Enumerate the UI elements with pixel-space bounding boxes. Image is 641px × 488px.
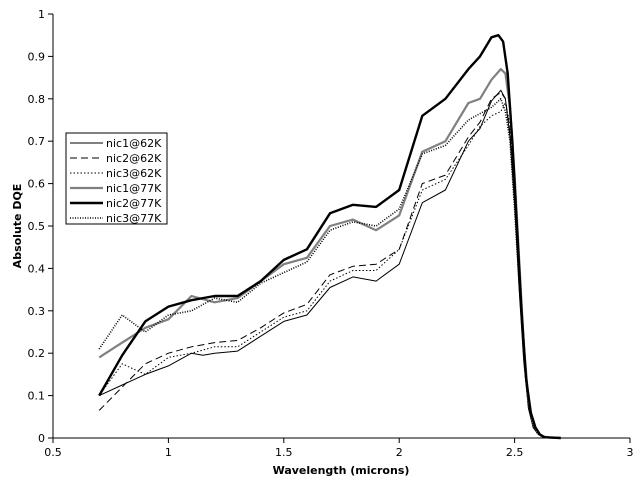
series-line-nic3-77k: [98, 98, 550, 439]
legend-box: [65, 132, 168, 225]
y-tick-label: 0.7: [28, 135, 46, 148]
series-line-nic2-62k: [98, 91, 550, 439]
legend-label: nic2@62K: [106, 152, 162, 165]
y-tick-label: 0.3: [28, 305, 46, 318]
y-tick-label: 1: [38, 8, 45, 21]
x-tick-label: 0.5: [44, 446, 62, 459]
y-axis-title: Absolute DQE: [11, 184, 24, 269]
legend-label: nic3@62K: [106, 167, 162, 180]
axes: [48, 13, 631, 443]
series-line-nic3-62k: [98, 102, 550, 439]
x-axis-title: Wavelength (microns): [273, 464, 410, 477]
x-tick-label: 2: [396, 446, 403, 459]
y-tick-label: 0.4: [28, 262, 46, 275]
y-tick-label: 0.8: [28, 93, 46, 106]
x-tick-label: 1.5: [275, 446, 293, 459]
legend-label: nic1@62K: [106, 137, 162, 150]
y-tick-label: 0.6: [28, 178, 46, 191]
x-tick-label: 1: [165, 446, 172, 459]
y-tick-label: 0.2: [28, 347, 46, 360]
series-line-nic1-77k: [98, 68, 561, 440]
tick-labels: 0 0.1 0.2 0.3 0.4 0.5 0.6 0.7 0.8 0.9 1 0.5 1 1.5 2 2.5…: [28, 8, 634, 459]
y-tick-label: 0.1: [28, 390, 46, 403]
series-lines: [98, 34, 561, 440]
legend: nic1@62K nic2@62K nic3@62K nic1@77K nic2@77K…: [65, 132, 168, 225]
legend-label: nic1@77K: [106, 182, 162, 195]
y-tick-label: 0.5: [28, 220, 46, 233]
y-tick-label: 0.9: [28, 50, 46, 63]
legend-label: nic2@77K: [106, 197, 162, 210]
x-tick-label: 3: [627, 446, 634, 459]
x-tick-label: 2.5: [506, 446, 524, 459]
legend-label: nic3@77K: [106, 212, 162, 225]
series-line-nic2-77k: [98, 34, 561, 440]
y-tick-label: 0: [38, 432, 45, 445]
